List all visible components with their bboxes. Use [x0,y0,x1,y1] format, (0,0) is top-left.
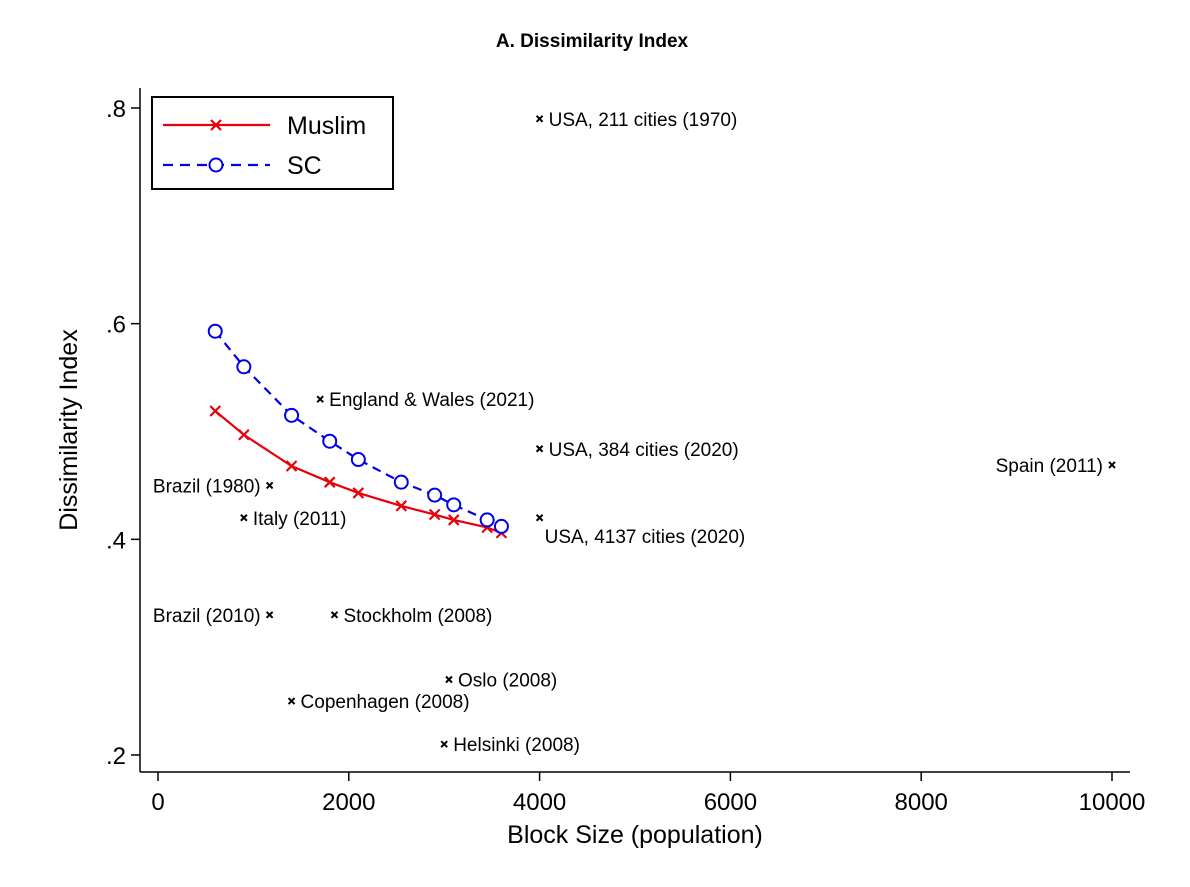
data-point [285,460,298,472]
y-tick-label: .4 [106,527,126,554]
data-point [446,497,462,513]
annotation-point: Spain (2011) [996,456,1116,477]
y-tick-label: .2 [106,743,126,770]
annotation-marker [535,445,544,453]
annotation-marker [240,514,248,522]
annotation-label: Italy (2011) [253,509,347,530]
series-line [214,330,502,528]
x-tick-label: 0 [151,789,164,816]
annotation-marker [440,740,448,748]
annotation-marker [330,611,339,619]
axes: 0 2000 4000 6000 8000 10000 .2 .4 .6 .8 [106,88,1145,816]
annotation-label: Copenhagen (2008) [301,692,470,713]
annotations-layer: USA, 211 cities (1970) England & Wales (2… [153,110,1116,756]
legend-box [151,96,394,190]
annotation-label: Spain (2011) [996,456,1103,477]
data-point [428,508,441,521]
annotation-label: Oslo (2008) [458,671,557,692]
series-line [214,410,502,534]
data-point [236,359,252,375]
data-point [323,476,336,488]
data-point [393,474,409,490]
annotation-marker [535,514,544,522]
annotation-marker [287,697,296,705]
annotation-label: USA, 384 cities (2020) [549,440,739,461]
annotation-point: Italy (2011) [240,509,347,530]
annotation-label: Brazil (1980) [153,476,261,497]
legend-marker [210,119,222,131]
legend-marker [208,157,224,173]
annotation-marker [265,481,274,490]
x-tick-label: 8000 [895,789,948,816]
x-tick-label: 6000 [704,789,757,816]
data-point [209,405,222,417]
x-axis-title: Block Size (population) [507,821,763,849]
legend: Muslim SC [151,96,394,190]
data-point [427,487,443,503]
legend-label: Muslim [287,112,366,140]
annotation-point: Copenhagen (2008) [287,692,470,713]
annotation-label: USA, 211 cities (1970) [549,110,738,131]
annotation-point: England & Wales (2021) [316,390,534,411]
legend-item-muslim: Muslim [163,112,366,140]
annotation-point: Brazil (2010) [153,606,274,627]
annotation-marker [445,675,453,684]
data-point [284,407,300,423]
y-axis-title: Dissimilarity Index [55,329,83,531]
annotation-marker [535,115,544,123]
x-tick-label: 4000 [513,789,566,816]
data-point [493,518,509,534]
y-tick-label: .8 [106,96,126,123]
data-point [207,323,223,339]
data-point [352,487,365,499]
data-point [238,428,250,441]
chart-title: A. Dissimilarity Index [496,31,689,52]
annotation-label: Brazil (2010) [153,606,261,627]
annotation-label: USA, 4137 cities (2020) [545,527,746,548]
legend-item-sc: SC [163,152,322,180]
data-point [479,512,495,528]
annotation-point: USA, 384 cities (2020) [535,440,739,461]
data-point [350,452,366,468]
annotation-point: Helsinki (2008) [440,735,580,756]
annotation-point: USA, 4137 cities (2020) [535,514,746,548]
data-point [447,514,460,526]
x-tick-label: 2000 [322,789,375,816]
annotation-point: USA, 211 cities (1970) [535,110,738,131]
series-sc [207,323,509,534]
x-tick-label: 10000 [1079,789,1146,816]
annotation-label: Helsinki (2008) [453,735,580,756]
legend-label: SC [287,152,322,180]
annotation-label: England & Wales (2021) [329,390,534,411]
annotation-point: Brazil (1980) [153,476,274,497]
annotation-label: Stockholm (2008) [343,606,492,627]
annotation-marker [316,395,324,403]
annotation-point: Stockholm (2008) [330,606,492,627]
data-point [395,500,408,512]
annotation-marker [1108,461,1116,469]
annotation-marker [265,611,274,619]
data-point [322,433,338,449]
y-tick-label: .6 [106,312,126,339]
series-muslim [209,405,508,539]
annotation-point: Oslo (2008) [445,671,557,692]
series-layer [207,323,509,539]
